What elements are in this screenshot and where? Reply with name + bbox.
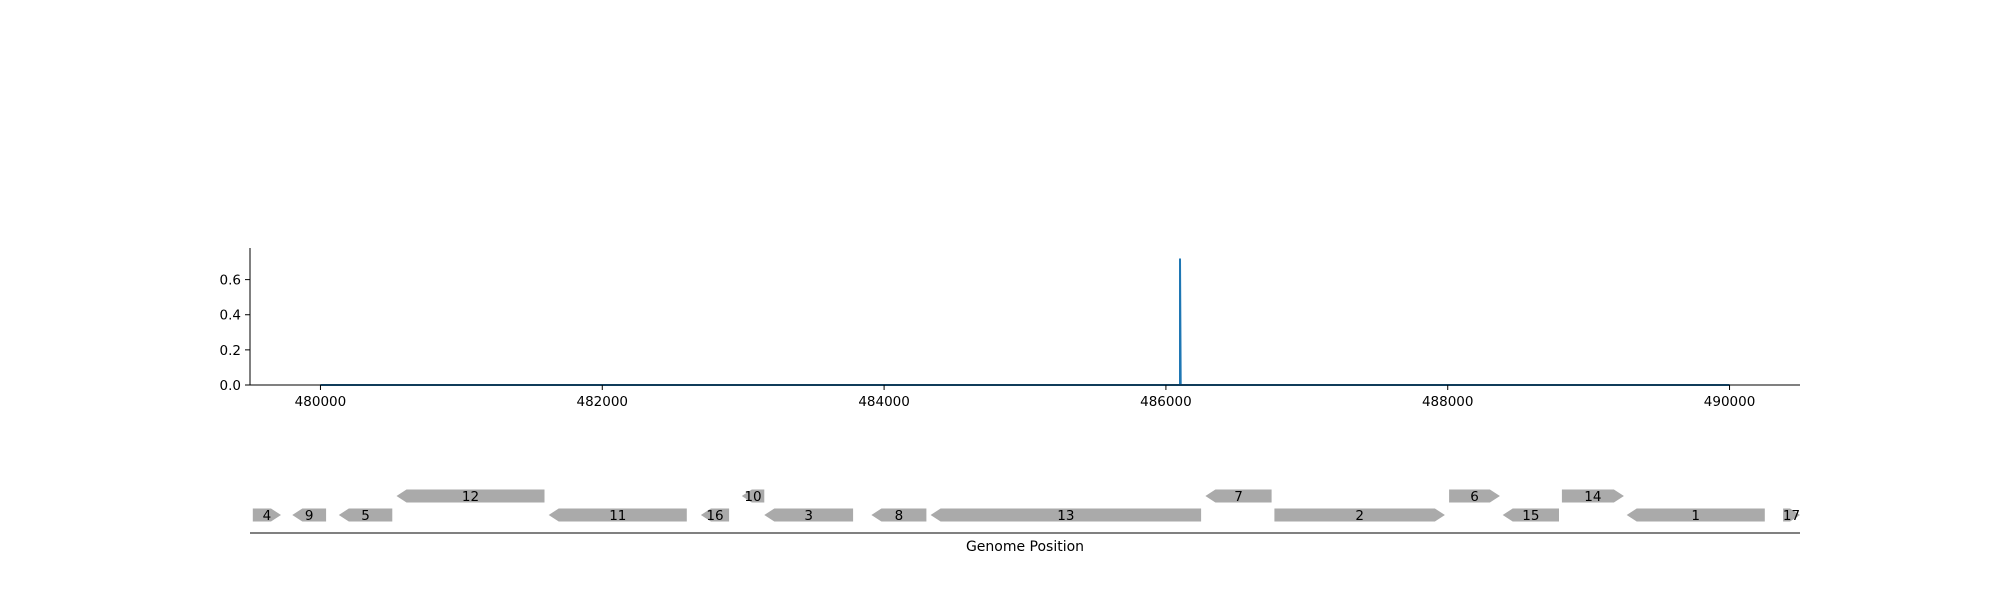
signal-x-ticks: 480000 482000 484000 486000 488000 490000: [295, 385, 1756, 410]
y-tick-label: 0.6: [220, 273, 241, 289]
gene-arrow: [1783, 508, 1800, 522]
gene-x-axis-label: Genome Position: [966, 539, 1084, 555]
x-tick-label: 486000: [1140, 394, 1192, 410]
gene-arrow: [1502, 508, 1559, 522]
gene-feature: 17: [1783, 508, 1800, 524]
gene-features: 4 9 5 12 11 16 10 3 8 13 7 2 6 15 14 1 17: [252, 489, 1800, 524]
gene-label: 12: [462, 489, 479, 505]
signal-plot: 480000 482000 484000 486000 488000 490000 0.0…: [220, 248, 1800, 410]
gene-feature: 12: [396, 489, 545, 505]
gene-arrow: [396, 489, 545, 503]
signal-y-ticks: 0.0 0.2 0.4 0.6: [220, 273, 250, 394]
gene-feature: 7: [1205, 489, 1272, 505]
gene-feature: 16: [700, 508, 730, 524]
gene-feature: 3: [764, 508, 854, 524]
gene-label: 5: [361, 508, 370, 524]
gene-feature: 6: [1449, 489, 1500, 505]
gene-label: 1: [1691, 508, 1700, 524]
gene-label: 15: [1522, 508, 1539, 524]
gene-feature: 15: [1502, 508, 1559, 524]
gene-label: 7: [1234, 489, 1243, 505]
gene-arrow: [548, 508, 687, 522]
gene-label: 6: [1470, 489, 1479, 505]
x-tick-label: 490000: [1704, 394, 1756, 410]
gene-arrow: [871, 508, 927, 522]
gene-feature: 1: [1626, 508, 1765, 524]
gene-feature: 13: [930, 508, 1202, 524]
y-tick-label: 0.2: [220, 343, 241, 359]
gene-label: 10: [744, 489, 761, 505]
gene-feature: 10: [741, 489, 765, 505]
x-tick-label: 482000: [576, 394, 628, 410]
gene-label: 16: [706, 508, 723, 524]
gene-arrow: [1205, 489, 1272, 503]
gene-label: 13: [1057, 508, 1074, 524]
gene-label: 8: [895, 508, 904, 524]
signal-series: [320, 258, 1730, 386]
gene-arrow: [1626, 508, 1765, 522]
gene-label: 3: [804, 508, 813, 524]
gene-feature: 14: [1561, 489, 1624, 505]
gene-label: 9: [305, 508, 314, 524]
gene-arrow: [741, 489, 765, 503]
gene-label: 2: [1355, 508, 1364, 524]
gene-arrow: [252, 508, 281, 522]
y-tick-label: 0.0: [220, 378, 241, 394]
gene-arrow: [1274, 508, 1445, 522]
gene-arrow: [1449, 489, 1500, 503]
y-tick-label: 0.4: [220, 308, 241, 324]
gene-label: 11: [609, 508, 626, 524]
gene-arrow: [700, 508, 730, 522]
gene-label: 17: [1783, 508, 1800, 524]
gene-arrow: [292, 508, 327, 522]
gene-track: 4 9 5 12 11 16 10 3 8 13 7 2 6 15 14 1 17 Genome Positio…: [250, 489, 1800, 555]
gene-arrow: [930, 508, 1202, 522]
gene-feature: 2: [1274, 508, 1445, 524]
gene-feature: 9: [292, 508, 327, 524]
gene-feature: 8: [871, 508, 927, 524]
x-tick-label: 484000: [858, 394, 910, 410]
gene-label: 14: [1584, 489, 1601, 505]
x-tick-label: 488000: [1422, 394, 1474, 410]
signal-series-line: [320, 258, 1730, 386]
gene-feature: 11: [548, 508, 687, 524]
gene-arrow: [1561, 489, 1624, 503]
gene-label: 4: [263, 508, 272, 524]
gene-arrow: [764, 508, 854, 522]
gene-feature: 4: [252, 508, 281, 524]
x-tick-label: 480000: [295, 394, 347, 410]
gene-feature: 5: [338, 508, 393, 524]
gene-arrow: [338, 508, 393, 522]
